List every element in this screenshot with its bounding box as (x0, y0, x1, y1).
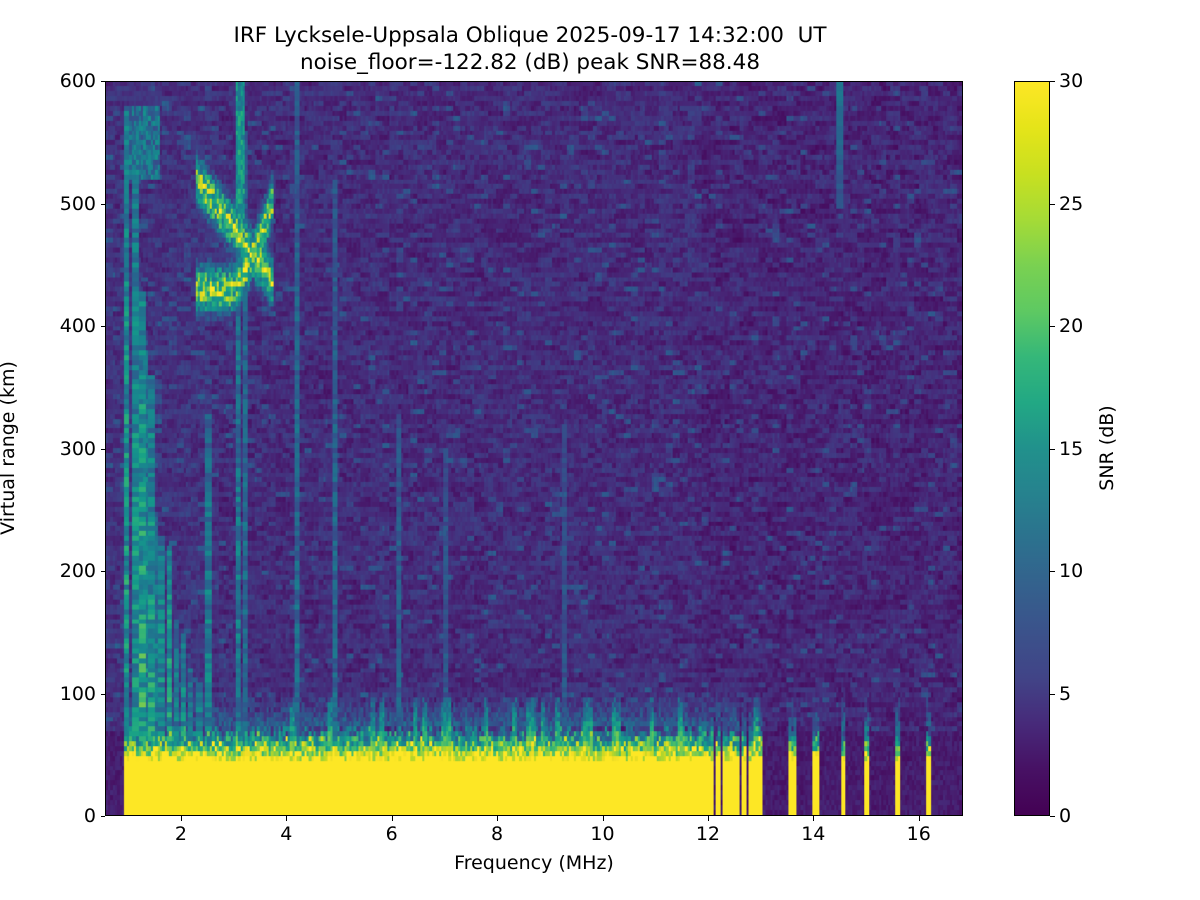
x-tick-label: 8 (491, 823, 504, 845)
x-tick-mark (918, 816, 920, 821)
x-tick-label: 12 (695, 823, 720, 845)
x-tick-label: 16 (906, 823, 931, 845)
title-line-2: noise_floor=-122.82 (dB) peak SNR=88.48 (299, 50, 761, 75)
colorbar-tick-mark (1050, 81, 1055, 83)
x-tick-label: 2 (174, 823, 187, 845)
colorbar-label: SNR (dB) (1096, 405, 1118, 491)
y-tick-mark (100, 203, 105, 205)
colorbar-tick-mark (1050, 816, 1055, 818)
colorbar-tick-mark (1050, 203, 1055, 205)
y-tick-label: 600 (59, 70, 96, 92)
y-tick-mark (100, 81, 105, 83)
colorbar-tick-mark (1050, 448, 1055, 450)
y-tick-label: 300 (59, 437, 96, 460)
y-tick-label: 0 (83, 805, 96, 827)
y-tick-mark (100, 326, 105, 328)
colorbar-tick-label: 25 (1059, 192, 1084, 215)
y-tick-label: 100 (59, 682, 96, 705)
x-tick-mark (707, 816, 710, 821)
x-tick-label: 10 (590, 823, 615, 845)
y-tick-mark (100, 571, 105, 573)
y-tick-mark (100, 693, 105, 695)
colorbar-tick-label: 0 (1059, 805, 1072, 827)
colorbar-tick-label: 20 (1059, 315, 1084, 337)
colorbar-tick-mark (1050, 571, 1055, 573)
y-axis-label: Virtual range (km) (0, 361, 19, 535)
x-tick-mark (813, 816, 815, 821)
x-tick-mark (497, 816, 499, 821)
y-tick-mark (100, 816, 105, 818)
y-tick-mark (100, 448, 105, 450)
x-axis-label: Frequency (MHz) (454, 852, 614, 874)
x-tick-mark (180, 816, 183, 821)
x-tick-label: 4 (280, 823, 293, 845)
ionogram-heatmap (106, 82, 962, 815)
y-tick-label: 200 (59, 560, 96, 582)
colorbar-tick-mark (1050, 326, 1055, 328)
colorbar-tick-mark (1050, 693, 1055, 695)
heatmap-axes[interactable] (105, 81, 963, 816)
x-tick-mark (391, 816, 393, 821)
colorbar (1014, 81, 1050, 816)
title-line-1: IRF Lycksele-Uppsala Oblique 2025-09-17 … (233, 23, 827, 48)
chart-title: IRF Lycksele-Uppsala Oblique 2025-09-17 … (0, 22, 1060, 76)
x-tick-label: 14 (801, 823, 826, 845)
colorbar-tick-label: 15 (1059, 437, 1084, 460)
x-tick-mark (286, 816, 288, 821)
x-tick-label: 6 (385, 823, 398, 845)
colorbar-tick-label: 10 (1059, 560, 1084, 582)
colorbar-tick-label: 5 (1059, 682, 1072, 705)
y-tick-label: 500 (59, 192, 96, 215)
colorbar-tick-label: 30 (1059, 70, 1084, 92)
y-tick-label: 400 (59, 315, 96, 337)
x-tick-mark (602, 816, 604, 821)
